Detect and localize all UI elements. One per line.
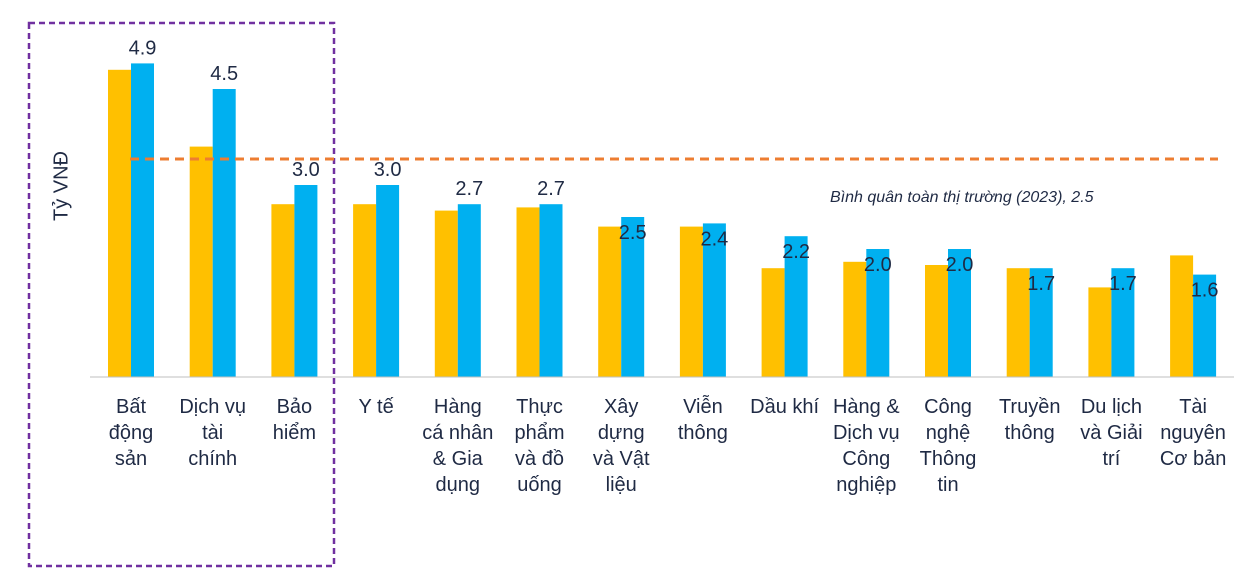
bar-series1-13 xyxy=(1170,255,1194,377)
bar-series1-11 xyxy=(1006,268,1030,377)
category-label-0: Bất động sản xyxy=(109,396,154,470)
bar-series1-1 xyxy=(189,146,213,377)
bar-series2-10 xyxy=(948,249,971,377)
value-label-8: 2.2 xyxy=(782,241,810,263)
bar-series1-7 xyxy=(679,226,703,377)
bar-series1-9 xyxy=(843,261,867,377)
value-label-1: 4.5 xyxy=(210,63,238,85)
value-label-12: 1.7 xyxy=(1109,273,1137,295)
value-label-7: 2.4 xyxy=(700,228,728,250)
y-axis-label: Tỷ VNĐ xyxy=(50,151,72,221)
value-label-3: 3.0 xyxy=(374,159,402,181)
value-label-9: 2.0 xyxy=(864,254,892,276)
bar-series1-4 xyxy=(434,210,458,377)
value-label-0: 4.9 xyxy=(129,37,157,59)
bar-series2-6 xyxy=(621,217,645,377)
category-label-13: Tài nguyên Cơ bản xyxy=(1160,396,1226,470)
category-label-6: Xây dựng và Vật liệu xyxy=(593,396,650,496)
category-label-7: Viễn thông xyxy=(678,395,728,444)
category-label-1: Dịch vụ tài chính xyxy=(179,396,246,470)
category-label-10: Công nghệ Thông tin xyxy=(920,396,977,496)
bar-series1-8 xyxy=(761,268,785,377)
value-label-11: 1.7 xyxy=(1027,273,1055,295)
category-labels-group: Bất động sản Dịch vụ tài chính Bảo hiểm Y tế Hàng… xyxy=(109,395,1227,496)
bar-series2-13 xyxy=(1193,274,1217,377)
value-labels-group: 4.9 4.5 3.0 3.0 2.7 2.7 2.5 2.4 2.2 2.0 2.0 1.7 1.7 1… xyxy=(129,37,1219,301)
bar-series1-10 xyxy=(925,265,948,377)
value-label-6: 2.5 xyxy=(619,222,647,244)
bars-group xyxy=(108,63,1217,378)
value-label-5: 2.7 xyxy=(537,178,565,200)
category-label-2: Bảo hiểm xyxy=(273,396,316,444)
value-label-10: 2.0 xyxy=(946,254,974,276)
bar-series1-5 xyxy=(516,207,540,377)
category-label-12: Du lịch và Giải trí xyxy=(1080,396,1142,470)
bar-series1-3 xyxy=(353,204,377,377)
category-label-4: Hàng cá nhân & Gia dụng xyxy=(422,396,493,496)
bar-series2-5 xyxy=(539,204,563,377)
bar-series2-9 xyxy=(866,249,890,377)
bar-series1-2 xyxy=(271,204,295,377)
bar-series2-3 xyxy=(376,185,400,377)
average-line-label: Bình quân toàn thị trường (2023), 2.5 xyxy=(830,189,1094,206)
value-label-13: 1.6 xyxy=(1191,280,1219,302)
value-label-2: 3.0 xyxy=(292,159,320,181)
bar-series1-0 xyxy=(108,69,131,378)
bar-series2-12 xyxy=(1111,268,1135,377)
category-label-8: Dầu khí xyxy=(750,396,819,418)
category-label-5: Thực phẩm và đồ uống xyxy=(514,396,564,496)
bar-series2-8 xyxy=(784,236,808,377)
bar-series2-0 xyxy=(131,63,154,378)
bar-series2-2 xyxy=(294,185,318,377)
bar-series1-6 xyxy=(598,226,622,377)
value-label-4: 2.7 xyxy=(455,178,483,200)
bar-series2-1 xyxy=(212,89,236,377)
bar-series2-4 xyxy=(457,204,481,377)
bar-series2-7 xyxy=(702,223,726,377)
category-label-9: Hàng & Dịch vụ Công nghiệp xyxy=(833,396,900,496)
highlight-box xyxy=(27,21,336,568)
bar-series1-12 xyxy=(1088,287,1112,377)
category-label-11: Truyền thông xyxy=(999,396,1061,444)
bar-series2-11 xyxy=(1029,268,1053,377)
category-label-3: Y tế xyxy=(358,396,393,418)
